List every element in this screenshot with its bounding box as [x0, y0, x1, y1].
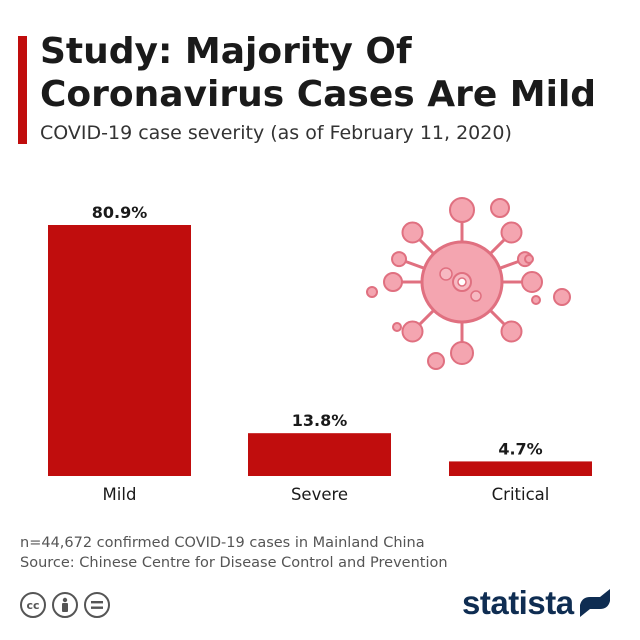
category-label-severe: Severe [291, 485, 348, 504]
category-label-mild: Mild [103, 485, 137, 504]
data-label-critical: 4.7% [498, 439, 542, 458]
brand-name: statista [462, 584, 574, 621]
statista-mark-icon [579, 589, 610, 617]
data-label-mild: 80.9% [92, 203, 148, 222]
no-derivatives-icon[interactable] [84, 592, 110, 618]
source-note: Source: Chinese Centre for Disease Contr… [20, 555, 448, 571]
bar-critical [449, 461, 592, 476]
bar-severe [248, 433, 391, 476]
license-icons[interactable]: cc [20, 592, 110, 618]
attribution-icon[interactable] [52, 592, 78, 618]
title-accent-bar [18, 36, 27, 144]
chart-subtitle: COVID-19 case severity (as of February 1… [40, 122, 512, 144]
sample-note: n=44,672 confirmed COVID-19 cases in Mai… [20, 535, 425, 551]
data-label-severe: 13.8% [292, 411, 348, 430]
statista-logo[interactable]: statista [462, 584, 610, 622]
category-label-critical: Critical [492, 485, 550, 504]
chart-title: Study: Majority Of Coronavirus Cases Are… [40, 31, 597, 115]
cc-icon[interactable]: cc [20, 592, 46, 618]
virus-icon [366, 197, 571, 370]
bar-mild [48, 225, 191, 476]
